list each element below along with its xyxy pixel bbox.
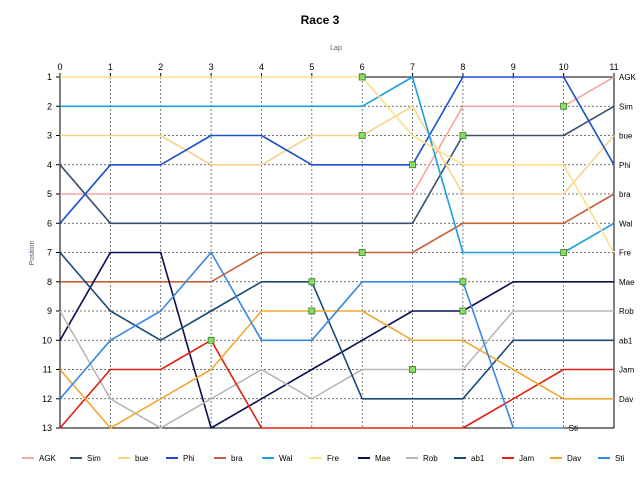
y-tick-label: 8: [47, 277, 52, 287]
legend-label-phi: Phi: [183, 454, 195, 463]
y-tick-label: 11: [43, 365, 52, 375]
pit-markers: [207, 73, 568, 373]
legend-label-sti: Sti: [615, 454, 625, 463]
pit-marker: [560, 102, 568, 110]
end-label-jam: Jam: [619, 366, 634, 375]
y-tick-label: 13: [42, 423, 52, 433]
series-line-mae: [59, 251, 614, 429]
y-tick-label: 5: [47, 189, 52, 199]
x-tick-label: 4: [259, 62, 264, 72]
x-tick-label: 8: [460, 62, 465, 72]
pit-marker: [308, 278, 316, 286]
series-line-phi: [59, 76, 615, 224]
y-tick-label: 4: [47, 160, 52, 170]
pit-marker: [409, 161, 416, 169]
pit-marker: [459, 132, 467, 139]
y-tick-label: 3: [47, 131, 52, 141]
end-label-sim: Sim: [619, 102, 633, 111]
series-line-ab1: [59, 251, 614, 400]
y-axis-label: Position: [29, 240, 36, 265]
series-line-bra: [60, 193, 615, 283]
legend-label-bra: bra: [231, 454, 243, 463]
x-tick-label: 2: [158, 62, 163, 72]
x-axis-label: Lap: [330, 45, 342, 52]
legend: AGK Sim bue Phi bra Wal Fre Mae Rob ab1 Jam Dav Sti: [22, 454, 625, 463]
end-label-ab1: ab1: [619, 336, 633, 345]
x-tick-label: 1: [108, 62, 113, 72]
end-labels: AGK Sim bue Phi bra Wal Fre Mae Rob ab1 Jam Dav Sti: [569, 73, 637, 433]
legend-label-dav: Dav: [567, 454, 581, 463]
end-label-dav: Dav: [619, 395, 633, 404]
y-tick-label: 10: [42, 335, 52, 345]
pit-marker: [560, 249, 568, 256]
end-label-phi: Phi: [619, 161, 631, 170]
pit-marker: [358, 73, 366, 81]
legend-label-mae: Mae: [375, 454, 391, 463]
end-label-mae: Mae: [619, 278, 635, 287]
legend-label-jam: Jam: [519, 454, 534, 463]
x-tick-label: 11: [609, 62, 618, 72]
end-label-bue: bue: [619, 132, 633, 141]
y-tick-label: 7: [47, 248, 52, 258]
legend-label-bue: bue: [135, 454, 149, 463]
pit-marker: [358, 132, 366, 139]
legend-label-fre: Fre: [327, 454, 340, 463]
pit-marker: [409, 366, 416, 373]
legend-label-ab1: ab1: [471, 454, 485, 463]
series-line-sim: [59, 105, 615, 225]
series-line-agk: [60, 76, 615, 195]
x-tick-label: 5: [309, 62, 314, 72]
grid: [56, 73, 615, 429]
pit-marker: [308, 307, 316, 315]
y-tick-label: 1: [47, 72, 52, 82]
series-line-sti: [59, 251, 564, 429]
legend-label-sim: Sim: [87, 454, 101, 463]
x-tick-label: 0: [57, 62, 62, 72]
end-label-wal: Wal: [619, 219, 633, 228]
end-label-rob: Rob: [619, 307, 634, 316]
pit-marker: [459, 278, 467, 286]
legend-label-rob: Rob: [423, 454, 438, 463]
series-lines: [59, 76, 615, 429]
end-label-agk: AGK: [619, 73, 637, 82]
y-tick-label: 9: [47, 306, 52, 316]
y-tick-label: 2: [47, 101, 52, 111]
end-label-sti: Sti: [569, 424, 579, 433]
y-tick-label: 6: [47, 218, 52, 228]
x-tick-label: 9: [511, 62, 516, 72]
x-tick-label: 10: [559, 62, 569, 72]
end-label-bra: bra: [619, 190, 631, 199]
series-line-wal: [60, 76, 615, 254]
legend-label-wal: Wal: [279, 454, 293, 463]
pit-marker: [358, 249, 366, 256]
y-tick-label: 12: [42, 394, 52, 404]
chart-title: Race 3: [301, 13, 340, 27]
series-line-rob: [59, 310, 614, 429]
x-tick-label: 7: [410, 62, 415, 72]
x-tick-label: 6: [360, 62, 365, 72]
legend-label-agk: AGK: [39, 454, 57, 463]
series-line-fre: [60, 76, 615, 253]
pit-marker: [207, 336, 215, 344]
series-line-bue: [60, 105, 615, 195]
end-label-fre: Fre: [619, 249, 632, 258]
series-line-jam: [59, 339, 614, 429]
x-tick-labels: 0 1 2 3 4 5 6 7 8 9 10 11: [57, 62, 618, 72]
pit-marker: [459, 307, 467, 315]
x-tick-label: 3: [209, 62, 214, 72]
